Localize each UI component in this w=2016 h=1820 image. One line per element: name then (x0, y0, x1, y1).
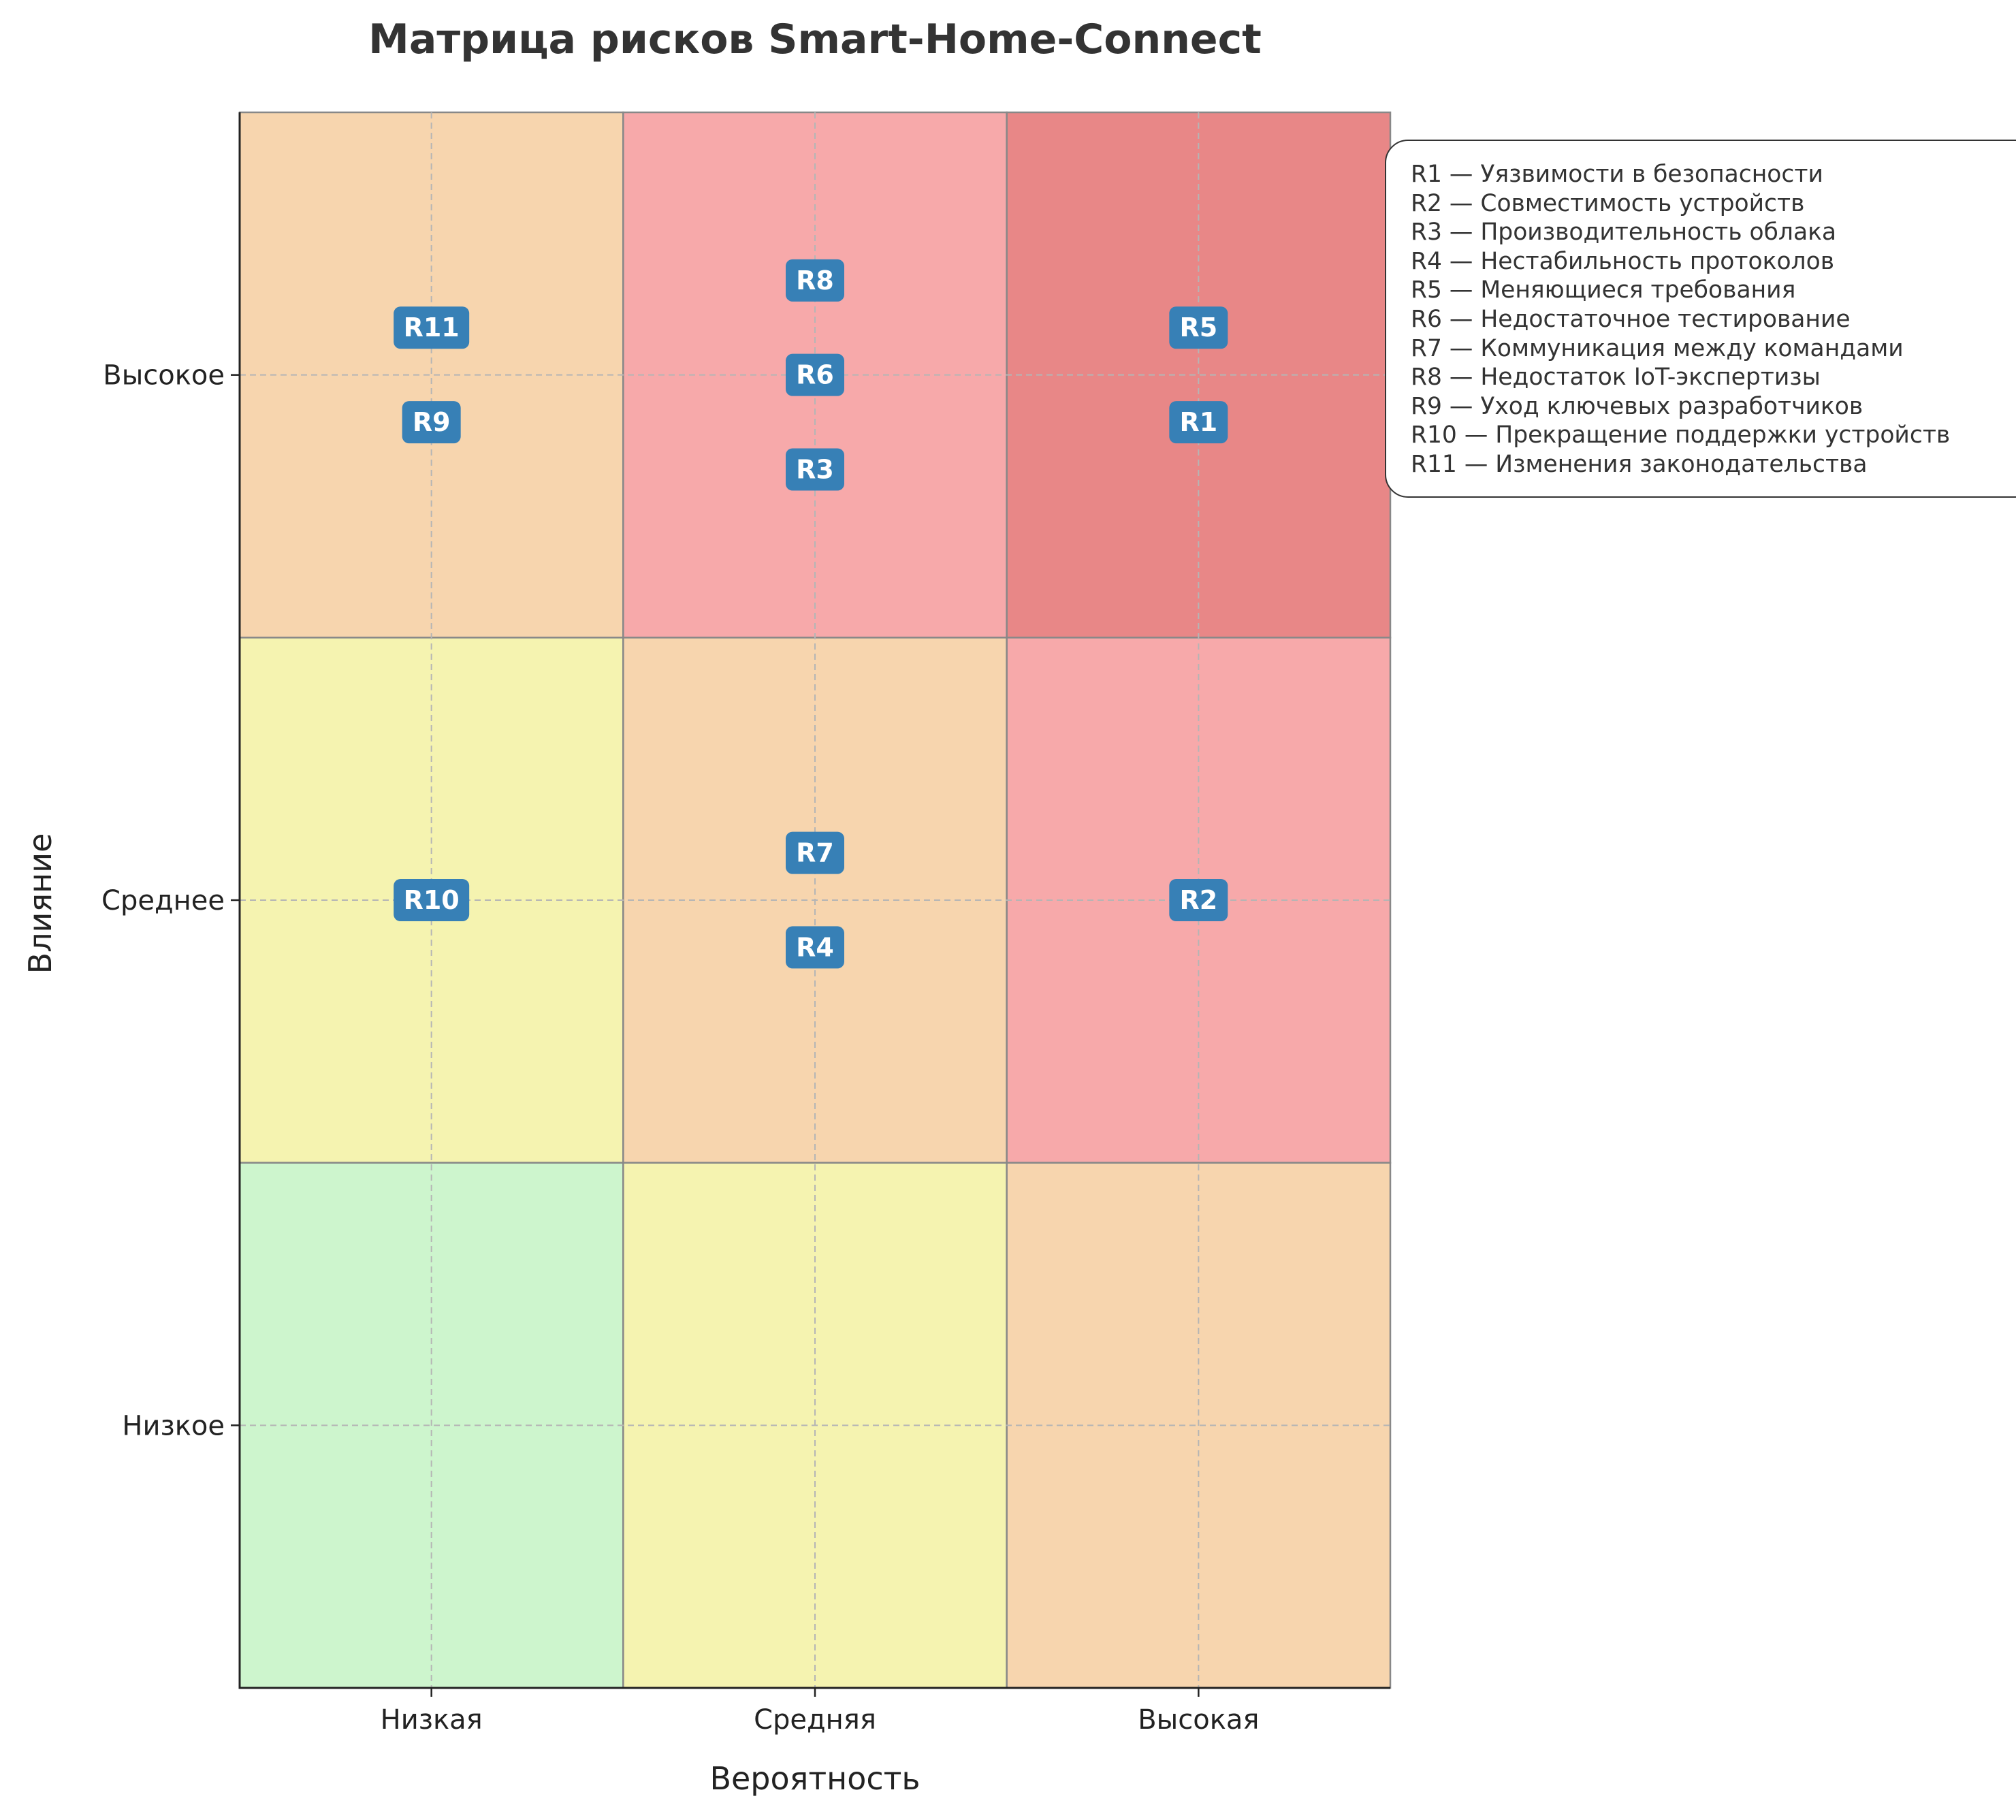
risk-badge-bg (394, 306, 470, 349)
risk-badge-r5: R5 (1169, 306, 1228, 349)
y-tick-label: Низкое (122, 1410, 225, 1441)
risk-badge-label: R8 (796, 266, 834, 296)
axes (231, 112, 1390, 1697)
risk-badge-label: R4 (796, 932, 834, 962)
risk-badge-r7: R7 (786, 831, 844, 874)
legend-item: R7 — Коммуникация между командами (1411, 334, 1904, 362)
legend-item: R10 — Прекращение поддержки устройств (1411, 421, 1951, 449)
legend-item: R3 — Производительность облака (1411, 219, 1837, 246)
risk-badge-r11: R11 (394, 306, 470, 349)
risk-badge-r2: R2 (1169, 879, 1228, 921)
matrix-cell (238, 111, 624, 639)
risk-badge-bg (786, 448, 844, 491)
risk-badge-bg (402, 401, 461, 444)
legend-item: R2 — Совместимость устройств (1411, 189, 1805, 217)
risk-badge-bg (1169, 879, 1228, 921)
y-tick-label: Среднее (101, 885, 225, 916)
legend-item: R5 — Меняющиеся требования (1411, 276, 1796, 304)
risk-badge-label: R1 (1179, 407, 1217, 437)
risk-badge-label: R9 (413, 407, 451, 437)
x-axis-label: Вероятность (709, 1760, 920, 1797)
risk-legend: R1 — Уязвимости в безопасности R2 — Совм… (1385, 140, 2016, 498)
chart-title: Матрица рисков Smart-Home-Connect (368, 16, 1262, 63)
risk-badge-label: R3 (796, 455, 834, 485)
risk-badge-label: R5 (1179, 313, 1217, 342)
x-tick-label: Высокая (1138, 1704, 1259, 1736)
risk-badge-bg (786, 831, 844, 874)
risk-badge-label: R10 (404, 885, 460, 915)
legend-item: R9 — Уход ключевых разработчиков (1411, 392, 1863, 420)
risk-badge-bg (1169, 306, 1228, 349)
risk-badges: R1 R2 R3 R4 R5 R6 R7 R8 R9 R10 R11 (394, 259, 1228, 969)
risk-badge-bg (786, 353, 844, 396)
risk-badge-bg (394, 879, 470, 921)
risk-badge-r6: R6 (786, 353, 844, 396)
legend-item: R1 — Уязвимости в безопасности (1411, 161, 1823, 188)
risk-badge-r4: R4 (786, 926, 844, 969)
tick-labels: Низкая Средняя Высокая Низкое Среднее Высокое (101, 360, 1259, 1736)
risk-badge-r10: R10 (394, 879, 470, 921)
risk-badge-label: R11 (404, 313, 460, 342)
risk-badge-r8: R8 (786, 259, 844, 302)
risk-badge-r1: R1 (1169, 401, 1228, 444)
y-axis-label: Влияние (22, 833, 59, 974)
risk-badge-label: R7 (796, 838, 834, 868)
legend-item: R4 — Нестабильность протоколов (1411, 247, 1835, 275)
risk-badge-r9: R9 (402, 401, 461, 444)
risk-badge-label: R6 (796, 360, 834, 390)
risk-badge-label: R2 (1179, 885, 1217, 915)
risk-badge-bg (786, 926, 844, 969)
risk-badge-bg (1169, 401, 1228, 444)
legend-item: R6 — Недостаточное тестирование (1411, 305, 1851, 333)
risk-badge-bg (786, 259, 844, 302)
legend-item: R11 — Изменения законодательства (1411, 450, 1868, 478)
risk-badge-r3: R3 (786, 448, 844, 491)
x-tick-label: Низкая (381, 1704, 483, 1736)
x-tick-label: Средняя (754, 1704, 876, 1736)
legend-item: R8 — Недостаток IoT-экспертизы (1411, 364, 1821, 392)
y-tick-label: Высокое (103, 360, 225, 392)
